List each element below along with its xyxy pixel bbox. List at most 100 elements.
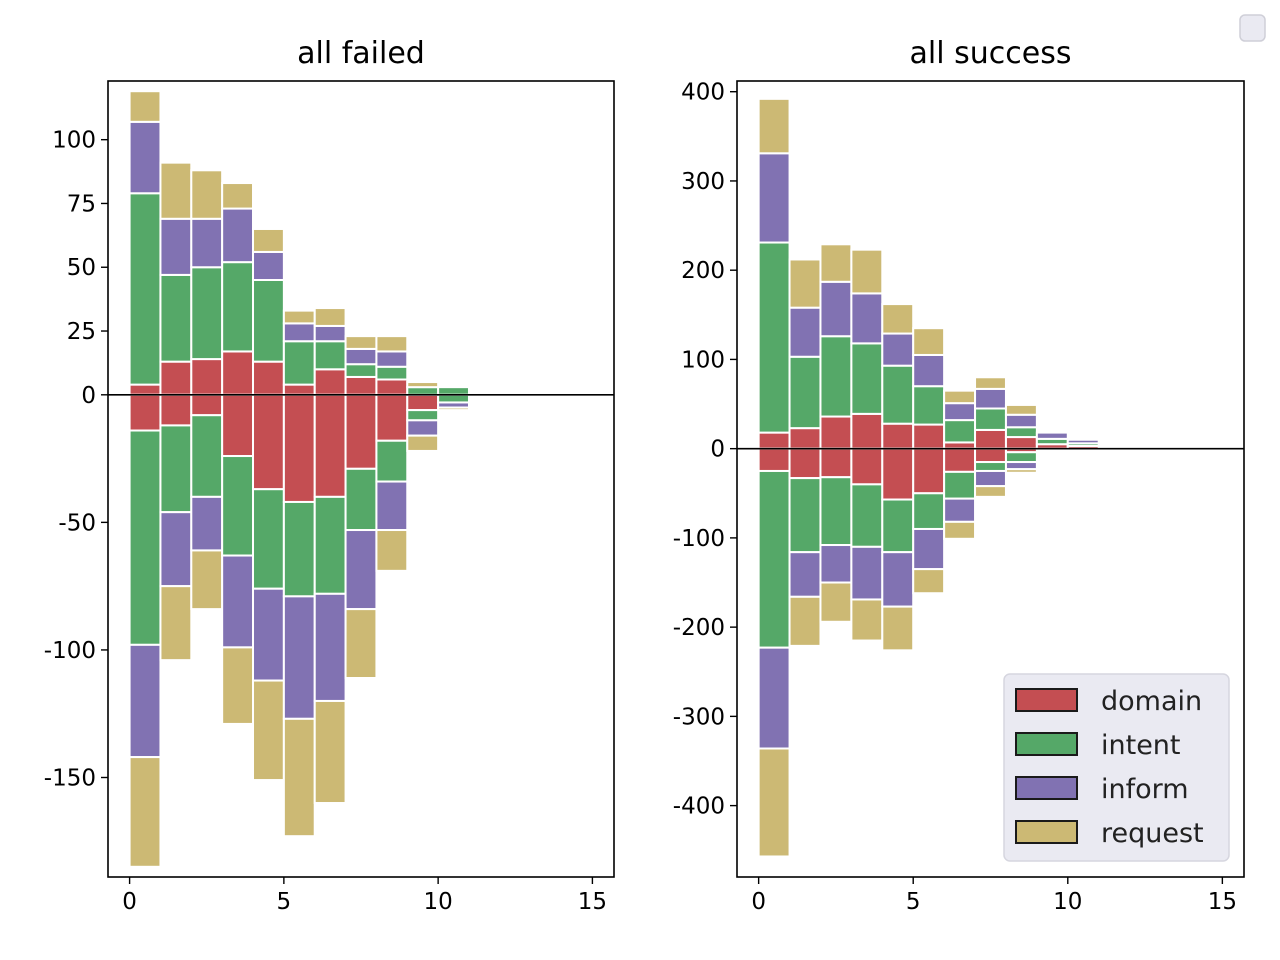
bar-intent-negative bbox=[757, 469, 791, 649]
y-tick-label: -100 bbox=[44, 638, 96, 664]
y-tick-label: -200 bbox=[673, 615, 725, 641]
bar-request-positive bbox=[313, 307, 347, 327]
bar-domain-negative bbox=[221, 393, 255, 458]
bar-request-positive bbox=[881, 303, 915, 335]
bar-inform-negative bbox=[159, 511, 193, 588]
bar-inform-positive bbox=[1004, 413, 1038, 429]
chart-all-failed: all failed 0 5 10 15 100 75 50 25 0 -50 -100 -150 bbox=[44, 36, 615, 915]
bar-inform-positive bbox=[313, 324, 347, 343]
bar-inform-negative bbox=[375, 480, 409, 532]
bar-domain-positive bbox=[1004, 436, 1038, 450]
y-tick-label: 300 bbox=[681, 169, 725, 195]
bar-inform-negative bbox=[974, 469, 1007, 488]
bar-intent-negative bbox=[128, 429, 162, 646]
legend: domain intent inform request bbox=[1003, 673, 1230, 862]
bar-inform-negative bbox=[313, 592, 347, 702]
bar-intent-negative bbox=[912, 492, 946, 530]
bar-inform-positive bbox=[943, 402, 977, 422]
bar-request-positive bbox=[943, 389, 977, 405]
bar-request-positive bbox=[252, 227, 285, 253]
bar-intent-negative bbox=[190, 414, 224, 498]
legend-swatch-inform bbox=[1015, 776, 1078, 800]
bar-domain-negative bbox=[344, 393, 378, 470]
bar-request-negative bbox=[974, 485, 1007, 498]
bar-domain-negative bbox=[252, 393, 285, 491]
y-tick-label: -400 bbox=[673, 794, 725, 820]
bar-domain-positive bbox=[282, 383, 316, 396]
bar-request-positive bbox=[406, 381, 440, 389]
bar-intent-positive bbox=[128, 192, 162, 386]
bar-inform-positive bbox=[375, 350, 409, 368]
y-tick-label: -150 bbox=[44, 766, 96, 792]
bar-intent-positive bbox=[757, 241, 791, 434]
bar-inform-positive bbox=[850, 292, 884, 345]
bar-intent-negative bbox=[282, 500, 316, 598]
bar-intent-negative bbox=[1004, 451, 1038, 464]
legend-label-domain: domain bbox=[1101, 686, 1202, 717]
bar-domain-negative bbox=[912, 447, 946, 495]
bar-request-positive bbox=[819, 243, 853, 283]
legend-swatch-domain bbox=[1015, 688, 1078, 712]
bar-request-negative bbox=[850, 598, 884, 642]
bar-request-negative bbox=[757, 747, 791, 858]
bar-domain-positive bbox=[221, 350, 255, 396]
bar-intent-negative bbox=[313, 495, 347, 595]
bar-intent-positive bbox=[190, 266, 224, 361]
bar-inform-positive bbox=[252, 250, 285, 281]
bar-domain-positive bbox=[375, 378, 409, 396]
bar-domain-positive bbox=[912, 423, 946, 450]
bar-request-negative bbox=[344, 608, 378, 679]
bar-intent-positive bbox=[221, 261, 255, 353]
bar-inform-negative bbox=[1004, 461, 1038, 471]
bar-domain-negative bbox=[881, 447, 915, 501]
bar-request-positive bbox=[912, 327, 946, 356]
bar-intent-positive bbox=[159, 273, 193, 363]
bar-inform-positive bbox=[190, 217, 224, 269]
bar-inform-negative bbox=[221, 554, 255, 649]
bar-domain-positive bbox=[190, 358, 224, 396]
bars bbox=[757, 97, 1100, 858]
bar-request-negative bbox=[819, 581, 853, 623]
bar-intent-negative bbox=[850, 483, 884, 548]
bar-domain-negative bbox=[375, 393, 409, 442]
bar-domain-negative bbox=[757, 447, 791, 472]
legend-swatch-request bbox=[1015, 820, 1078, 844]
bar-request-negative bbox=[159, 585, 193, 662]
bar-domain-positive bbox=[974, 428, 1007, 450]
bar-inform-positive bbox=[819, 280, 853, 338]
bar-intent-negative bbox=[344, 467, 378, 532]
bar-inform-positive bbox=[128, 120, 162, 195]
empty-legend-box bbox=[1239, 14, 1266, 42]
bar-intent-negative bbox=[974, 461, 1007, 472]
bar-intent-positive bbox=[788, 355, 822, 430]
bar-intent-positive bbox=[344, 363, 378, 378]
bar-intent-negative bbox=[437, 393, 470, 404]
bar-request-positive bbox=[974, 376, 1007, 390]
bar-request-positive bbox=[190, 169, 224, 220]
bar-request-positive bbox=[757, 97, 791, 155]
bar-request-positive bbox=[1004, 403, 1038, 416]
bar-domain-positive bbox=[881, 422, 915, 450]
bar-domain-positive bbox=[819, 415, 853, 450]
axes-frame bbox=[107, 80, 615, 878]
x-tick-label: 0 bbox=[751, 889, 766, 915]
bar-inform-negative bbox=[819, 544, 853, 584]
bar-request-negative bbox=[128, 756, 162, 868]
x-tick-label: 15 bbox=[578, 889, 607, 915]
bar-inform-negative bbox=[406, 419, 440, 437]
bar-intent-positive bbox=[850, 342, 884, 415]
bar-inform-positive bbox=[1035, 431, 1069, 440]
legend-label-inform: inform bbox=[1101, 774, 1189, 805]
bar-inform-negative bbox=[912, 527, 946, 571]
legend-label-intent: intent bbox=[1101, 730, 1181, 761]
bar-inform-positive bbox=[881, 332, 915, 367]
bar-domain-negative bbox=[406, 393, 440, 412]
bar-domain-negative bbox=[819, 447, 853, 479]
bar-domain-negative bbox=[943, 447, 977, 473]
bar-inform-negative bbox=[850, 545, 884, 601]
x-tick-label: 10 bbox=[1053, 889, 1082, 915]
bar-intent-negative bbox=[881, 498, 915, 554]
bar-intent-negative bbox=[788, 477, 822, 554]
bar-request-negative bbox=[788, 595, 822, 647]
